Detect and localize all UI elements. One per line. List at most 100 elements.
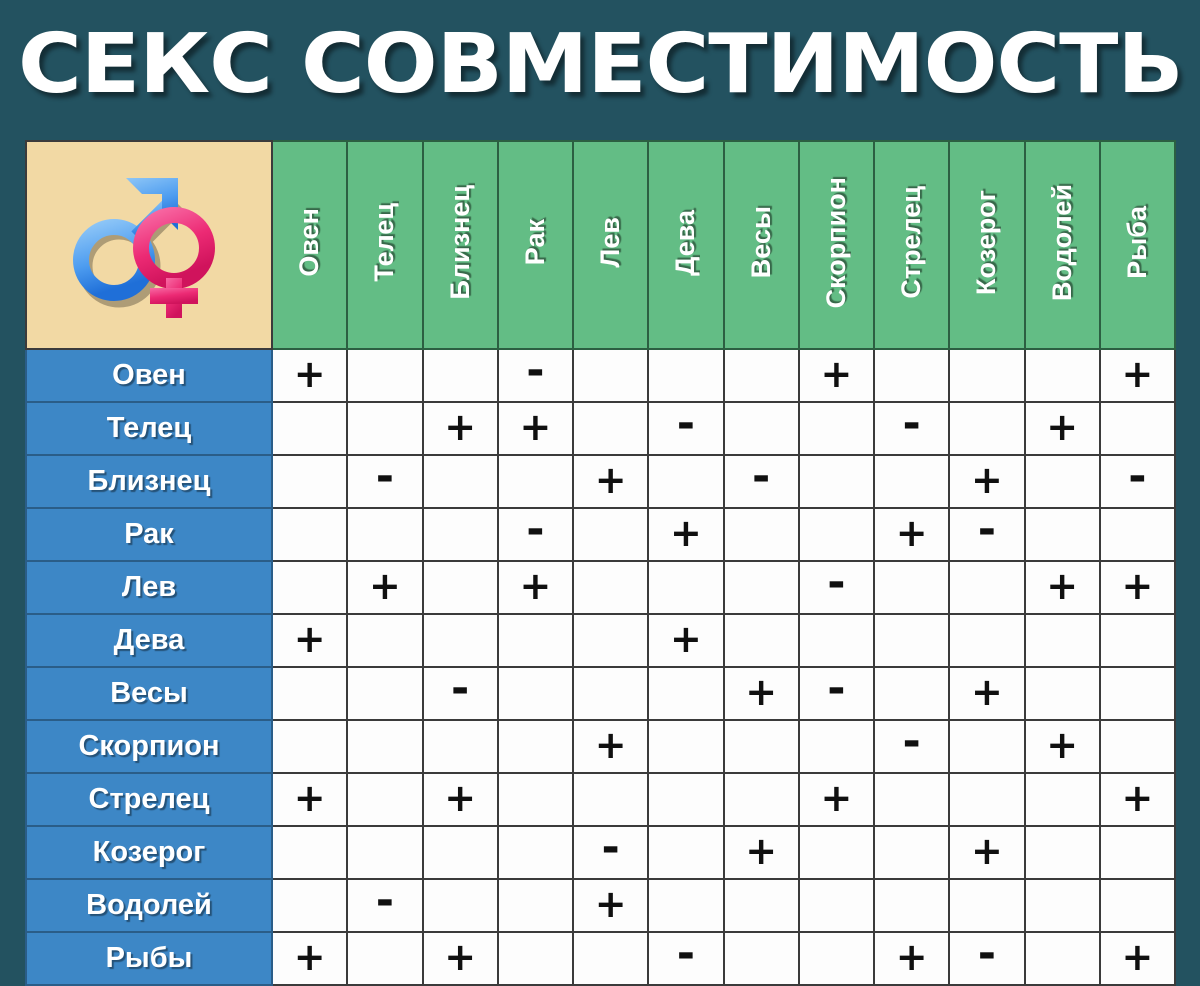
compatibility-cell [571, 560, 650, 615]
compatibility-cell: + [496, 560, 575, 615]
compatibility-cell [421, 613, 499, 668]
plus-mark: + [594, 881, 627, 926]
compatibility-cell: + [948, 666, 1026, 721]
compatibility-cell [797, 931, 876, 986]
compatibility-cell [647, 719, 725, 774]
compatibility-cell [647, 348, 725, 403]
compatibility-cell [1023, 666, 1101, 721]
table-header-row: Овен Телец Близнец Рак Лев Дева Весы Ско… [25, 140, 1177, 350]
male-female-gender-symbols-icon [73, 178, 215, 318]
compatibility-cell [346, 825, 424, 880]
table-row: Овен + - + + [25, 344, 1177, 403]
compatibility-cell [647, 666, 725, 721]
row-header-label: Весы [110, 677, 188, 709]
plus-mark: + [970, 669, 1003, 714]
compatibility-cell [270, 560, 349, 615]
page-title-bar: СЕКС СОВМЕСТИМОСТЬ [0, 0, 1200, 130]
table-row: Близнец - + - + - [25, 450, 1177, 509]
compatibility-cell [270, 719, 349, 774]
plus-mark: + [519, 563, 552, 608]
compatibility-cell [797, 878, 876, 933]
compatibility-cell [722, 401, 800, 456]
minus-mark: - [827, 556, 846, 608]
row-header-label: Стрелец [88, 783, 210, 815]
compatibility-cell [421, 878, 499, 933]
compatibility-cell: + [346, 560, 424, 615]
compatibility-cell: + [647, 613, 725, 668]
compatibility-cell [270, 825, 349, 880]
column-header: Стрелец [872, 140, 951, 350]
compatibility-cell [722, 878, 800, 933]
compatibility-cell [647, 772, 725, 827]
row-header-label: Скорпион [78, 730, 220, 762]
plus-mark: + [293, 934, 326, 979]
compatibility-cell [496, 454, 575, 509]
column-header-label: Водолей [1046, 183, 1077, 301]
minus-mark: - [977, 503, 996, 555]
table-row: Весы - + - + [25, 666, 1177, 721]
compatibility-cell [948, 878, 1026, 933]
compatibility-cell: + [270, 613, 349, 668]
compatibility-cell: - [496, 344, 575, 403]
column-header-label: Весы [745, 206, 776, 279]
minus-mark: - [526, 344, 545, 396]
compatibility-cell [872, 454, 951, 509]
plus-mark: + [1046, 563, 1079, 608]
compatibility-cell [496, 772, 575, 827]
compatibility-cell [1023, 931, 1101, 986]
compatibility-cell [346, 931, 424, 986]
compatibility-cell: + [1098, 772, 1177, 827]
plus-mark: + [1121, 775, 1154, 820]
compatibility-cell [571, 666, 650, 721]
compatibility-cell: + [948, 454, 1026, 509]
plus-mark: + [594, 722, 627, 767]
compatibility-cell [1098, 666, 1177, 721]
table-row: Стрелец + + + + [25, 772, 1177, 827]
plus-mark: + [444, 404, 477, 449]
column-header-label: Овен [294, 208, 325, 277]
compatibility-cell: + [872, 931, 951, 986]
compatibility-cell [270, 666, 349, 721]
compatibility-cell: + [797, 348, 876, 403]
compatibility-cell [496, 613, 575, 668]
compatibility-cell [948, 401, 1026, 456]
compatibility-cell: + [1098, 348, 1177, 403]
column-header: Телец [346, 140, 424, 350]
plus-mark: + [1046, 722, 1079, 767]
compatibility-cell: + [421, 931, 499, 986]
compatibility-cell: - [797, 666, 876, 721]
compatibility-cell: + [1098, 931, 1177, 986]
compatibility-cell [571, 401, 650, 456]
compatibility-cell [571, 772, 650, 827]
compatibility-cell: - [872, 401, 951, 456]
minus-mark: - [375, 450, 394, 502]
compatibility-cell: + [421, 772, 499, 827]
row-header-label: Рак [124, 518, 174, 550]
table-row: Рак - + + - [25, 503, 1177, 562]
compatibility-cell [1023, 613, 1101, 668]
column-header-label: Близнец [444, 185, 475, 300]
compatibility-cell [948, 719, 1026, 774]
compatibility-cell: + [797, 772, 876, 827]
row-header: Водолей [25, 878, 273, 933]
compatibility-cell: - [346, 450, 424, 509]
plus-mark: + [444, 775, 477, 820]
page-title: СЕКС СОВМЕСТИМОСТЬ [17, 17, 1184, 112]
compatibility-cell [872, 772, 951, 827]
row-header-label: Близнец [87, 465, 211, 497]
compatibility-cell [270, 878, 349, 933]
compatibility-cell: - [647, 931, 725, 986]
row-header: Телец [25, 401, 273, 456]
compatibility-cell [571, 931, 650, 986]
plus-mark: + [293, 775, 326, 820]
compatibility-cell [948, 772, 1026, 827]
compatibility-cell [346, 507, 424, 562]
minus-mark: - [676, 397, 695, 449]
plus-mark: + [519, 404, 552, 449]
compatibility-cell [421, 825, 499, 880]
column-header: Водолей [1023, 140, 1101, 350]
compatibility-cell [1023, 825, 1101, 880]
compatibility-cell: - [1098, 454, 1177, 509]
compatibility-table: Овен Телец Близнец Рак Лев Дева Весы Ско… [25, 140, 1177, 986]
